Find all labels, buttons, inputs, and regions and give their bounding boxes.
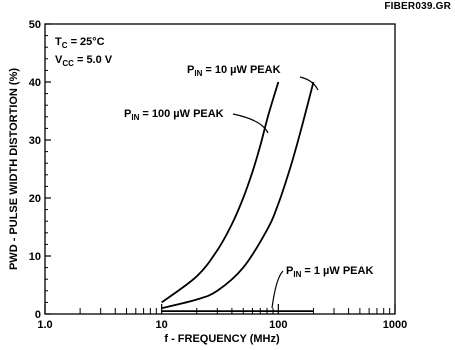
x-tick-label: 100: [269, 319, 287, 331]
y-tick-label: 40: [29, 77, 41, 89]
y-tick-label: 50: [29, 19, 41, 31]
leader-1uw: [271, 270, 284, 309]
annotations: TC = 25°C VCC = 5.0 V PIN = 10 µW PEAK PIN …: [55, 36, 373, 309]
leader-100uw: [232, 113, 269, 134]
label-10uw: PIN = 10 µW PEAK: [187, 64, 281, 78]
figure-id: FIBER039.GR: [384, 1, 451, 12]
x-tick-label: 10: [156, 319, 168, 331]
series-100uw-curve: [161, 81, 280, 304]
y-axis-ticks: 0 10 20 30 40 50: [29, 19, 51, 321]
x-axis-title: f - FREQUENCY (MHz): [164, 333, 280, 345]
label-1uw: PIN = 1 µW PEAK: [286, 265, 373, 279]
x-tick-label: 1.0: [37, 319, 52, 331]
series-10uw-curve: [161, 81, 315, 310]
leader-10uw: [299, 76, 319, 91]
y-tick-label: 30: [29, 135, 41, 147]
label-100uw: PIN = 100 µW PEAK: [124, 108, 224, 122]
plot-frame: [44, 23, 396, 315]
condition-vcc: VCC = 5.0 V: [55, 54, 113, 68]
y-axis-title: PWD - PULSE WIDTH DISTORTION (%): [8, 68, 20, 270]
y-tick-label: 10: [29, 251, 41, 263]
x-axis-ticks: 1.0 10 100 1000: [37, 304, 407, 331]
y-tick-label: 0: [35, 309, 41, 321]
y-tick-label: 20: [29, 193, 41, 205]
x-tick-label: 1000: [383, 319, 407, 331]
data-series: [161, 81, 315, 312]
condition-tc: TC = 25°C: [55, 36, 105, 50]
